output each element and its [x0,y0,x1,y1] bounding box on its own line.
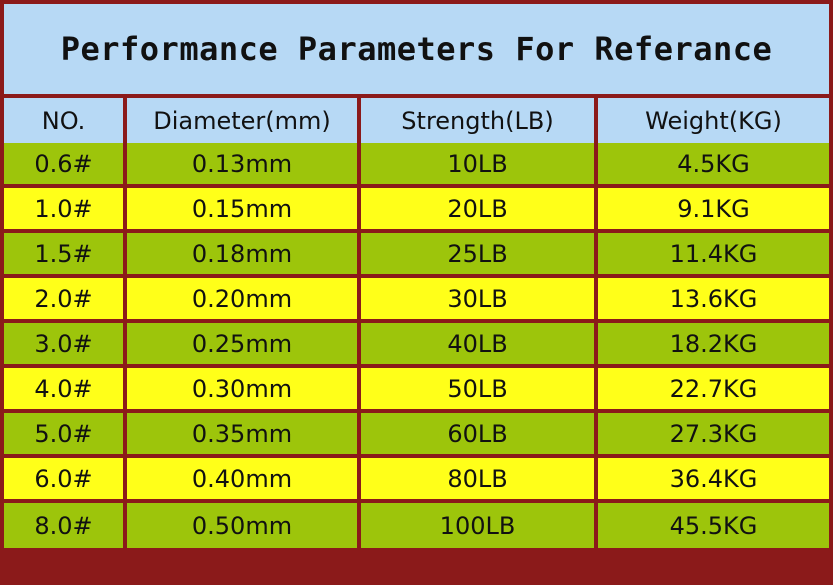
table-row: 5.0# 0.35mm 60LB 27.3KG [4,413,829,458]
cell-strength: 50LB [361,368,598,413]
cell-strength: 40LB [361,323,598,368]
parameters-table: NO. Diameter(mm) Strength(LB) Weight(KG)… [4,98,829,548]
cell-diameter: 0.20mm [127,278,361,323]
cell-no: 1.5# [4,233,127,278]
cell-no: 4.0# [4,368,127,413]
cell-strength: 20LB [361,188,598,233]
cell-diameter: 0.30mm [127,368,361,413]
cell-weight: 36.4KG [598,458,829,503]
cell-strength: 30LB [361,278,598,323]
table-row: 6.0# 0.40mm 80LB 36.4KG [4,458,829,503]
table-row: 0.6# 0.13mm 10LB 4.5KG [4,143,829,188]
cell-strength: 100LB [361,503,598,548]
cell-weight: 13.6KG [598,278,829,323]
cell-strength: 80LB [361,458,598,503]
cell-weight: 11.4KG [598,233,829,278]
cell-weight: 45.5KG [598,503,829,548]
cell-weight: 18.2KG [598,323,829,368]
cell-no: 6.0# [4,458,127,503]
cell-strength: 60LB [361,413,598,458]
cell-no: 3.0# [4,323,127,368]
cell-diameter: 0.50mm [127,503,361,548]
cell-weight: 22.7KG [598,368,829,413]
table-row: 3.0# 0.25mm 40LB 18.2KG [4,323,829,368]
cell-strength: 25LB [361,233,598,278]
header-weight: Weight(KG) [598,98,829,143]
table-row: 2.0# 0.20mm 30LB 13.6KG [4,278,829,323]
table-row: 1.5# 0.18mm 25LB 11.4KG [4,233,829,278]
header-diameter: Diameter(mm) [127,98,361,143]
header-strength: Strength(LB) [361,98,598,143]
table-row: 4.0# 0.30mm 50LB 22.7KG [4,368,829,413]
cell-diameter: 0.35mm [127,413,361,458]
cell-diameter: 0.25mm [127,323,361,368]
cell-diameter: 0.15mm [127,188,361,233]
cell-weight: 4.5KG [598,143,829,188]
cell-strength: 10LB [361,143,598,188]
cell-no: 0.6# [4,143,127,188]
cell-no: 8.0# [4,503,127,548]
cell-no: 2.0# [4,278,127,323]
cell-no: 1.0# [4,188,127,233]
cell-diameter: 0.18mm [127,233,361,278]
header-no: NO. [4,98,127,143]
cell-weight: 27.3KG [598,413,829,458]
cell-weight: 9.1KG [598,188,829,233]
page-title: Performance Parameters For Referance [4,4,829,94]
table-row: 8.0# 0.50mm 100LB 45.5KG [4,503,829,548]
cell-diameter: 0.40mm [127,458,361,503]
table-row: 1.0# 0.15mm 20LB 9.1KG [4,188,829,233]
cell-diameter: 0.13mm [127,143,361,188]
cell-no: 5.0# [4,413,127,458]
table-header-row: NO. Diameter(mm) Strength(LB) Weight(KG) [4,98,829,143]
